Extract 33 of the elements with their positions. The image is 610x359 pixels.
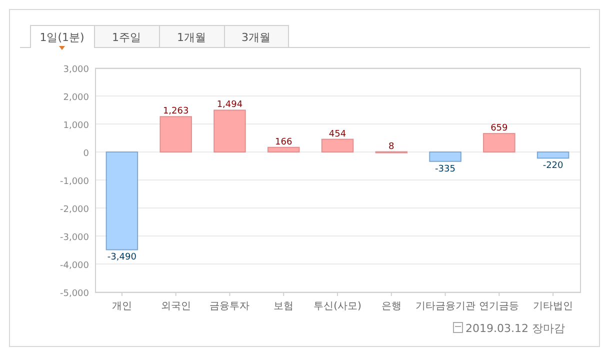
text: 3개월 — [242, 31, 270, 44]
x-tick-label: 기타법인 — [533, 301, 574, 312]
data-label: -220 — [542, 161, 564, 172]
y-tick-label: 2,000 — [63, 93, 90, 103]
y-tick-label: 0 — [83, 149, 90, 159]
y-tick-label: 1,000 — [63, 121, 90, 131]
data-label: 1,263 — [162, 106, 189, 117]
data-label: 166 — [275, 137, 292, 148]
y-tick-label: -3,000 — [60, 233, 90, 243]
text: 1개월 — [177, 31, 206, 44]
x-tick-label: 외국인 — [160, 301, 191, 312]
x-tick-label: 보험 — [274, 301, 294, 312]
text: 1주일 — [112, 31, 141, 44]
x-tick-label: 기타금융기관 — [415, 301, 476, 312]
x-tick-label: 금융투자 — [210, 301, 250, 312]
x-tick-label: 투신(사모) — [314, 301, 362, 312]
y-tick-label: -1,000 — [60, 177, 90, 187]
y-tick-label: 3,000 — [63, 65, 90, 75]
text: 2019.03.12 장마감 — [466, 322, 565, 335]
text: 1일(1분) — [40, 31, 84, 44]
data-label: 1,494 — [216, 100, 243, 110]
plot: -5,000 -4,000 -3,000 -2,000 -1,000 0 1,000 2,000 3,000 -3,490 1,263 1,494 166 454 8 -335 659 -220 개인 외국인 금융투자 보험 투신(사모) 은행 기타금융기관 연기금등 기타법인 — [60, 65, 581, 312]
data-label: -3,490 — [107, 252, 137, 263]
data-label: 659 — [490, 124, 508, 134]
y-tick-label: -4,000 — [60, 261, 90, 271]
data-label: -335 — [435, 164, 456, 174]
y-tick-label: -5,000 — [60, 289, 90, 299]
x-tick-label: 개인 — [112, 301, 132, 312]
data-label: 454 — [328, 129, 346, 140]
x-tick-label: 연기금등 — [479, 301, 520, 312]
data-label: 8 — [388, 142, 395, 152]
x-tick-label: 은행 — [381, 301, 402, 312]
y-tick-label: -2,000 — [60, 205, 90, 215]
